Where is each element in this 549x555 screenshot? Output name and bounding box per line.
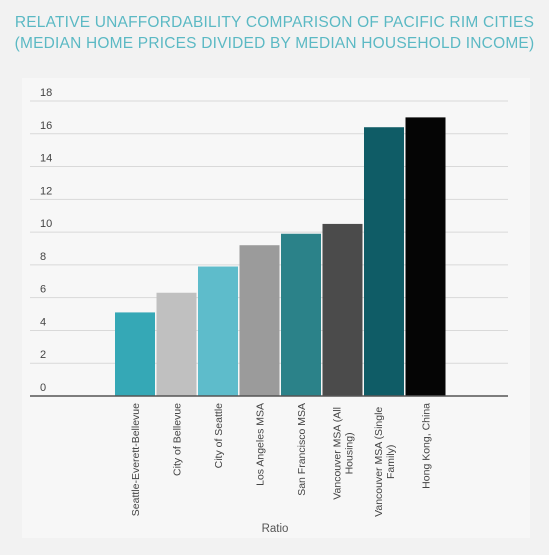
bar <box>115 312 155 396</box>
bar <box>322 223 363 396</box>
y-tick-label: 16 <box>40 120 52 132</box>
plot-area: 0 2 4 6 8 10 12 14 16 18 Seattle-Everett-Bellevue C… <box>22 78 530 538</box>
bar <box>156 292 197 396</box>
y-tick-label: 4 <box>40 316 46 328</box>
x-tick-label: San Francisco MSA <box>296 403 308 496</box>
bar-chart: 0 2 4 6 8 10 12 14 16 18 Seattle-Everett-Bellevue C… <box>30 87 508 535</box>
x-tick-label: Vancouver MSA (AllHousing) <box>332 407 356 500</box>
chart-title-line-1: RELATIVE UNAFFORDABILITY COMPARISON OF P… <box>14 14 535 31</box>
x-tick-label: City of Bellevue <box>172 403 184 476</box>
bar <box>239 245 280 396</box>
y-tick-label: 0 <box>40 382 46 394</box>
y-tick-label: 2 <box>40 349 46 361</box>
x-axis-title: Ratio <box>262 523 289 535</box>
y-tick-label: 8 <box>40 251 46 263</box>
y-tick-label: 14 <box>40 153 52 165</box>
y-tick-label: 10 <box>40 218 52 230</box>
chart-title-line-2: (MEDIAN HOME PRICES DIVIDED BY MEDIAN HO… <box>14 35 535 52</box>
x-tick-label: City of Seattle <box>213 403 225 469</box>
chart-title: RELATIVE UNAFFORDABILITY COMPARISON OF P… <box>0 12 549 54</box>
y-tick-label: 6 <box>40 284 46 296</box>
bar <box>364 127 404 396</box>
x-tick-label: Los Angeles MSA <box>255 403 267 486</box>
y-tick-label: 12 <box>40 185 52 197</box>
bar <box>198 266 238 396</box>
x-tick-label: Seattle-Everett-Bellevue <box>130 403 142 516</box>
y-tick-label: 18 <box>40 87 52 99</box>
bar <box>281 233 321 396</box>
bar <box>405 117 446 396</box>
x-tick-label: Hong Kong, China <box>421 403 433 489</box>
x-tick-label: Vancouver MSA (SingleFamily) <box>373 407 397 517</box>
